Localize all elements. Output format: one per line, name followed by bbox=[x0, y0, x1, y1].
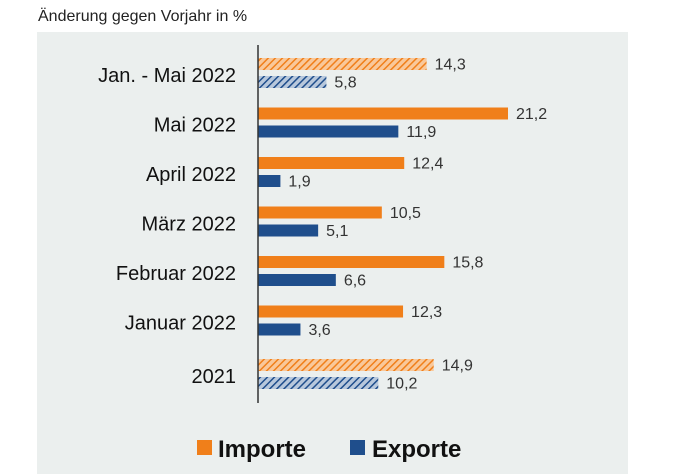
export-bar bbox=[258, 175, 281, 187]
category-label: April 2022 bbox=[146, 164, 236, 186]
export-bar bbox=[258, 125, 399, 138]
legend-swatch-importe bbox=[197, 440, 212, 455]
plot-panel bbox=[37, 32, 628, 474]
import-bar bbox=[258, 256, 445, 268]
chart-title: Änderung gegen Vorjahr in % bbox=[38, 8, 248, 25]
import-value-label: 10,5 bbox=[390, 205, 421, 222]
import-value-label: 12,4 bbox=[412, 156, 443, 173]
legend-label-exporte: Exporte bbox=[372, 436, 461, 463]
export-value-label: 11,9 bbox=[406, 124, 436, 141]
legend-label-importe: Importe bbox=[218, 436, 306, 463]
category-label: Mai 2022 bbox=[154, 115, 236, 137]
category-label: 2021 bbox=[192, 366, 237, 388]
export-value-label: 6,6 bbox=[344, 273, 366, 290]
import-bar bbox=[258, 305, 404, 318]
export-value-label: 10,2 bbox=[386, 376, 417, 393]
import-value-label: 14,3 bbox=[435, 57, 466, 74]
import-value-label: 12,3 bbox=[411, 304, 442, 321]
export-value-label: 1,9 bbox=[288, 174, 310, 191]
import-bar bbox=[258, 359, 434, 371]
category-label: Januar 2022 bbox=[125, 313, 236, 335]
export-bar bbox=[258, 274, 336, 286]
export-value-label: 5,8 bbox=[334, 75, 356, 92]
import-bar bbox=[258, 107, 508, 120]
import-value-label: 21,2 bbox=[516, 106, 547, 123]
legend: Importe Exporte bbox=[197, 436, 461, 463]
export-value-label: 3,6 bbox=[308, 322, 330, 339]
category-label: März 2022 bbox=[142, 214, 237, 236]
import-bar bbox=[258, 206, 382, 219]
legend-swatch-exporte bbox=[350, 440, 365, 455]
category-label: Jan. - Mai 2022 bbox=[98, 65, 236, 87]
export-bar bbox=[258, 377, 379, 389]
export-bar bbox=[258, 323, 301, 336]
export-bar bbox=[258, 76, 327, 88]
import-value-label: 14,9 bbox=[442, 358, 473, 375]
category-label: Februar 2022 bbox=[116, 263, 236, 285]
import-bar bbox=[258, 58, 427, 70]
export-bar bbox=[258, 224, 319, 237]
export-value-label: 5,1 bbox=[326, 223, 348, 240]
import-value-label: 15,8 bbox=[452, 255, 483, 272]
import-bar bbox=[258, 157, 405, 169]
